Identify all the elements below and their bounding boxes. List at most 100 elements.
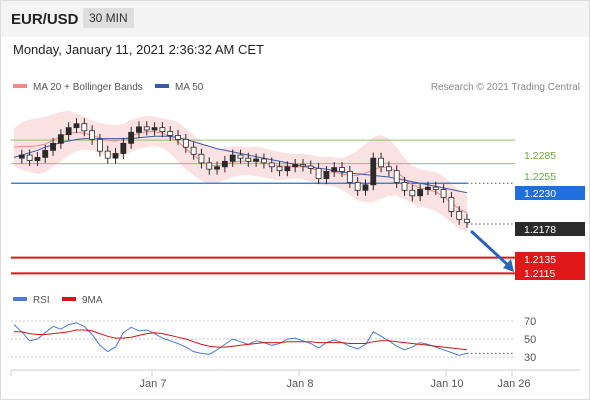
candle-body: [237, 154, 244, 159]
candle-body: [143, 126, 150, 131]
candle-body: [112, 153, 119, 159]
level-lines-layer: [11, 139, 515, 275]
candle-body: [89, 130, 96, 140]
candle-body: [339, 167, 345, 172]
candle-body: [464, 218, 470, 223]
candle-body: [432, 186, 439, 190]
pivot-label-box: [515, 186, 585, 200]
level-label-1.2285: 1.2285: [524, 150, 556, 162]
time-axis: Jan 7 Jan 8 Jan 10 Jan 26: [10, 369, 580, 390]
candle-body: [221, 160, 228, 168]
rsi-legend: RSI 9MA: [13, 295, 103, 306]
rsi-lines-layer: [13, 322, 515, 356]
candle-body: [120, 142, 127, 154]
level-labels-layer: 1.2285 1.2255 1.2230 1.2178 1.2135 1.211…: [515, 150, 585, 280]
candle-body: [104, 150, 111, 159]
candle-body: [370, 157, 377, 186]
candle-body: [417, 189, 424, 197]
candle-body: [26, 154, 33, 161]
rsi-level-30: 30: [524, 352, 536, 364]
bollinger-legend-swatch: [13, 84, 27, 88]
credit-label: Research © 2021 Trading Central: [431, 82, 580, 93]
candle-body: [151, 127, 158, 131]
candle-body: [206, 162, 213, 170]
candle-body: [50, 142, 56, 151]
candle-body: [456, 211, 463, 220]
candle-body: [300, 164, 306, 167]
candle-body: [393, 170, 400, 183]
candle-body: [315, 167, 322, 179]
candle-body: [190, 146, 197, 155]
x-tick-jan7: Jan 7: [140, 378, 167, 390]
candle-body: [81, 123, 88, 132]
bollinger-band-layer: [14, 110, 467, 232]
ma50-legend-swatch: [155, 84, 169, 88]
rsi-level-70: 70: [524, 316, 536, 328]
candle-body: [167, 131, 174, 136]
candle-body: [331, 167, 338, 172]
level-label-1.2178: 1.2178: [524, 224, 556, 236]
forecast-arrow: [469, 229, 514, 272]
timestamp: Monday, January 11, 2021 2:36:32 AM CET: [13, 42, 264, 57]
candle-body: [346, 171, 353, 183]
x-tick-jan10: Jan 10: [430, 378, 463, 390]
candle-body: [42, 149, 49, 158]
candle-body: [198, 153, 205, 164]
rsi-level-50: 50: [524, 334, 536, 346]
candle-body: [18, 154, 25, 159]
candle-body: [378, 157, 384, 168]
bollinger-band-area: [14, 110, 467, 232]
candle-body: [57, 134, 64, 144]
candlestick-layer: [18, 118, 470, 228]
x-tick-jan8: Jan 8: [287, 378, 314, 390]
candle-body: [409, 189, 416, 197]
rsi-ma-legend-label: 9MA: [82, 295, 103, 306]
candle-body: [276, 166, 283, 172]
candle-body: [253, 158, 260, 162]
candle-body: [97, 138, 103, 152]
candle-body: [448, 196, 455, 212]
candle-body: [268, 162, 275, 168]
support2-label-box: [515, 266, 585, 280]
candle-body: [292, 164, 299, 168]
symbol-label: EUR/USD: [11, 11, 79, 28]
level-label-1.2230: 1.2230: [524, 188, 556, 200]
candle-body: [362, 184, 369, 191]
candle-body: [401, 182, 408, 191]
support1-label-box: [515, 252, 585, 266]
candle-body: [385, 166, 392, 172]
level-label-1.2255: 1.2255: [524, 171, 556, 183]
candle-body: [65, 127, 72, 136]
bollinger-legend-label: MA 20 + Bollinger Bands: [33, 82, 143, 93]
candle-body: [323, 171, 330, 179]
candle-body: [34, 156, 41, 161]
main-legend: MA 20 + Bollinger Bands MA 50 Research ©…: [13, 82, 580, 93]
candle-body: [261, 158, 267, 164]
last-price-label-box: [515, 222, 585, 236]
candle-body: [284, 166, 291, 172]
candle-body: [425, 186, 431, 190]
candle-body: [214, 166, 220, 170]
rsi-line: [13, 322, 468, 356]
level-label-1.2115: 1.2115: [524, 268, 555, 280]
rsi-legend-label: RSI: [33, 295, 50, 306]
level-label-1.2135: 1.2135: [524, 254, 556, 266]
candle-body: [229, 154, 236, 162]
interval-badge[interactable]: 30 MIN: [83, 8, 134, 28]
candle-body: [175, 135, 181, 140]
rsi-grid: 70 50 30: [11, 316, 536, 364]
rsi-legend-swatch: [13, 297, 27, 301]
candle-body: [136, 126, 142, 133]
candle-body: [245, 157, 252, 162]
rsi-ma-line: [14, 329, 468, 351]
rsi-ma-legend-swatch: [62, 297, 76, 301]
candle-body: [73, 123, 80, 129]
x-tick-jan26: Jan 26: [497, 378, 530, 390]
chart-header: EUR/USD 30 MIN: [1, 1, 589, 37]
ma50-legend-label: MA 50: [175, 82, 204, 93]
candle-body: [159, 127, 166, 132]
candle-body: [128, 131, 135, 144]
candle-body: [182, 138, 189, 148]
candle-body: [440, 189, 447, 198]
